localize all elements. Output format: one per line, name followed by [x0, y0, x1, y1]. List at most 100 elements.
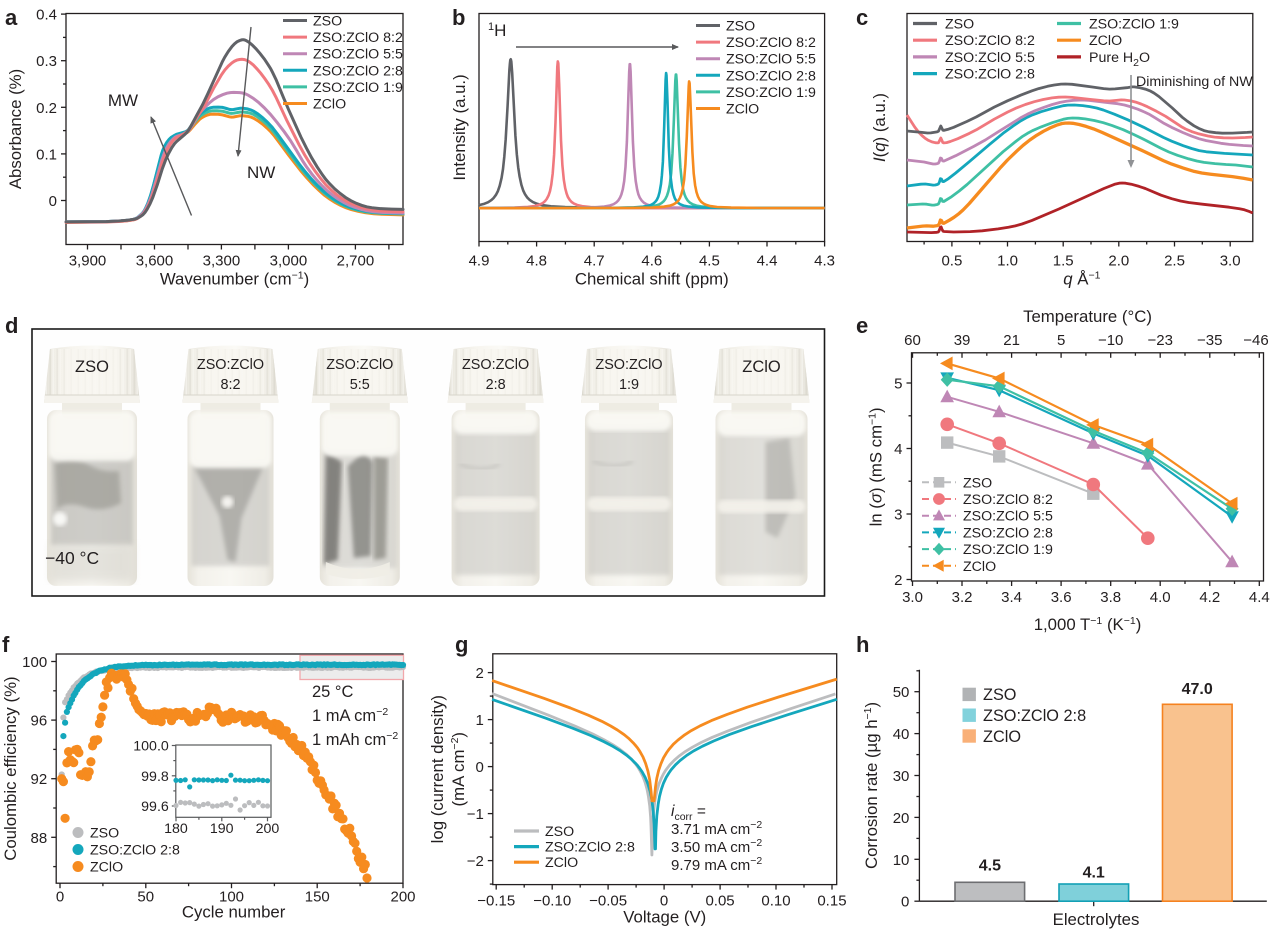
svg-text:3,900: 3,900 — [69, 253, 107, 270]
svg-text:30: 30 — [893, 768, 910, 785]
svg-text:50: 50 — [137, 889, 154, 906]
svg-text:5: 5 — [894, 376, 902, 393]
svg-text:0.15: 0.15 — [817, 893, 846, 910]
svg-text:2.0: 2.0 — [1108, 253, 1129, 270]
svg-text:Wavenumber (cm−1): Wavenumber (cm−1) — [160, 270, 309, 289]
svg-text:ZSO:ZClO 5:5: ZSO:ZClO 5:5 — [313, 47, 403, 63]
svg-text:NW: NW — [247, 163, 275, 182]
svg-text:3,000: 3,000 — [270, 253, 308, 270]
svg-text:2: 2 — [894, 572, 902, 589]
svg-text:0.5: 0.5 — [941, 253, 962, 270]
svg-text:c: c — [856, 5, 868, 30]
svg-text:4.5: 4.5 — [979, 858, 1001, 875]
svg-text:40: 40 — [893, 726, 910, 743]
svg-text:4.9: 4.9 — [469, 253, 490, 270]
svg-text:Chemical shift (ppm): Chemical shift (ppm) — [575, 270, 729, 289]
svg-text:3,300: 3,300 — [203, 253, 241, 270]
svg-text:0.05: 0.05 — [705, 893, 734, 910]
svg-text:4.8: 4.8 — [526, 253, 547, 270]
svg-text:4.2: 4.2 — [1199, 589, 1220, 606]
svg-text:5:5: 5:5 — [350, 377, 370, 393]
svg-text:Voltage (V): Voltage (V) — [623, 908, 706, 927]
svg-text:2.5: 2.5 — [1164, 253, 1185, 270]
svg-text:ZSO:ZClO 8:2: ZSO:ZClO 8:2 — [945, 33, 1035, 49]
svg-text:200: 200 — [256, 821, 280, 837]
svg-text:ZClO: ZClO — [742, 358, 781, 376]
svg-text:ZSO:ZClO 1:9: ZSO:ZClO 1:9 — [726, 85, 816, 101]
svg-text:−40 °C: −40 °C — [45, 548, 99, 568]
svg-text:ZSO: ZSO — [726, 19, 755, 35]
svg-text:4.1: 4.1 — [1083, 865, 1105, 882]
svg-text:3.2: 3.2 — [952, 589, 973, 606]
svg-text:0.1: 0.1 — [36, 146, 57, 163]
svg-text:ZSO: ZSO — [963, 475, 992, 491]
svg-text:99.8: 99.8 — [141, 769, 169, 785]
svg-text:ZClO: ZClO — [313, 97, 346, 113]
svg-text:f: f — [2, 632, 10, 657]
svg-text:ZSO:ZClO 2:8: ZSO:ZClO 2:8 — [545, 840, 635, 856]
svg-text:60: 60 — [904, 332, 921, 349]
svg-text:9.79 mA cm−2: 9.79 mA cm−2 — [671, 855, 762, 874]
svg-text:99.6: 99.6 — [141, 799, 169, 815]
svg-text:ln (σ) (mS cm−1): ln (σ) (mS cm−1) — [867, 407, 886, 526]
svg-text:−0.15: −0.15 — [477, 893, 515, 910]
svg-text:−23: −23 — [1147, 332, 1172, 349]
svg-text:4.6: 4.6 — [641, 253, 662, 270]
svg-text:ZSO:ZClO 5:5: ZSO:ZClO 5:5 — [945, 50, 1035, 66]
svg-text:log (current density): log (current density) — [428, 695, 447, 843]
svg-text:0.4: 0.4 — [36, 7, 57, 24]
svg-text:ZSO:ZClO 8:2: ZSO:ZClO 8:2 — [313, 30, 403, 46]
svg-text:0: 0 — [901, 894, 909, 911]
svg-text:1:9: 1:9 — [619, 377, 639, 393]
svg-text:ZClO: ZClO — [983, 728, 1021, 746]
svg-text:4: 4 — [894, 441, 902, 458]
svg-text:ZSO:ZClO 8:2: ZSO:ZClO 8:2 — [963, 492, 1053, 508]
svg-text:ZSO: ZSO — [545, 824, 574, 840]
svg-text:4.4: 4.4 — [757, 253, 778, 270]
svg-text:3.0: 3.0 — [902, 589, 923, 606]
svg-text:h: h — [856, 632, 869, 657]
svg-text:0: 0 — [660, 893, 668, 910]
svg-text:ZSO: ZSO — [75, 358, 109, 376]
svg-text:200: 200 — [390, 889, 415, 906]
svg-text:1 mA cm−2: 1 mA cm−2 — [312, 706, 388, 725]
svg-text:3.8: 3.8 — [1100, 589, 1121, 606]
svg-text:100.0: 100.0 — [133, 739, 169, 755]
svg-text:Cycle number: Cycle number — [182, 903, 286, 922]
svg-text:2,700: 2,700 — [337, 253, 375, 270]
svg-text:ZSO: ZSO — [983, 686, 1016, 704]
svg-text:Corrosion rate (µg h−1): Corrosion rate (µg h−1) — [862, 702, 881, 869]
svg-text:ZClO: ZClO — [90, 860, 123, 876]
svg-text:ZSO: ZSO — [90, 826, 119, 842]
svg-text:3.71 mA cm−2: 3.71 mA cm−2 — [671, 819, 762, 838]
svg-text:2:8: 2:8 — [486, 377, 506, 393]
svg-text:0.2: 0.2 — [36, 100, 57, 117]
svg-text:3.6: 3.6 — [1051, 589, 1072, 606]
svg-text:ZSO:ZClO: ZSO:ZClO — [462, 357, 529, 373]
svg-text:ZClO: ZClO — [963, 559, 996, 575]
svg-text:47.0: 47.0 — [1182, 681, 1213, 698]
svg-text:ZSO:ZClO: ZSO:ZClO — [595, 357, 662, 373]
svg-text:icorr =: icorr = — [671, 803, 706, 823]
svg-text:ZSO:ZClO 1:9: ZSO:ZClO 1:9 — [963, 542, 1053, 558]
svg-text:4.3: 4.3 — [814, 253, 835, 270]
svg-text:−46: −46 — [1243, 332, 1268, 349]
svg-text:1H: 1H — [488, 21, 506, 40]
svg-text:ZSO:ZClO 2:8: ZSO:ZClO 2:8 — [90, 843, 180, 859]
svg-text:−35: −35 — [1197, 332, 1222, 349]
svg-text:Temperature (°C): Temperature (°C) — [1023, 307, 1152, 326]
svg-text:1.5: 1.5 — [1053, 253, 1074, 270]
svg-text:4.5: 4.5 — [699, 253, 720, 270]
svg-text:0: 0 — [475, 759, 483, 776]
svg-text:ZSO:ZClO 2:8: ZSO:ZClO 2:8 — [963, 525, 1053, 541]
svg-text:100: 100 — [22, 654, 47, 671]
svg-text:180: 180 — [164, 821, 188, 837]
svg-text:ZSO:ZClO 2:8: ZSO:ZClO 2:8 — [983, 707, 1086, 725]
svg-text:3: 3 — [894, 507, 902, 524]
svg-text:−0.05: −0.05 — [589, 893, 627, 910]
svg-text:39: 39 — [954, 332, 971, 349]
svg-text:1,000 T−1 (K−1): 1,000 T−1 (K−1) — [1034, 615, 1142, 634]
svg-text:(mA cm−2): (mA cm−2) — [449, 732, 468, 806]
svg-text:3,600: 3,600 — [136, 253, 174, 270]
svg-text:92: 92 — [31, 771, 48, 788]
